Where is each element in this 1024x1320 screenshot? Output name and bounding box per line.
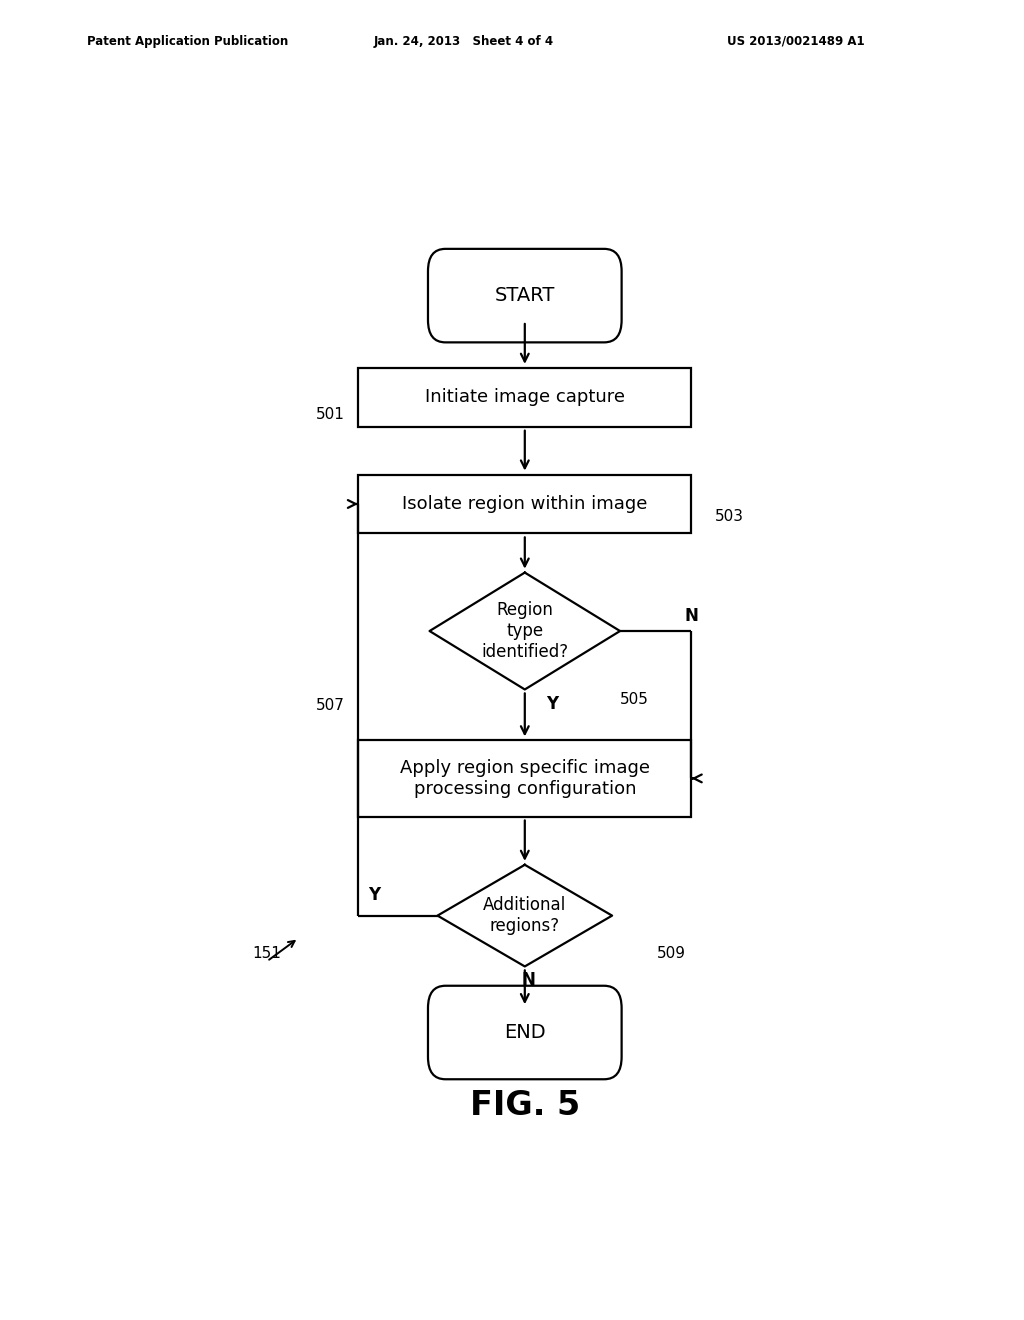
Text: Initiate image capture: Initiate image capture xyxy=(425,388,625,407)
Bar xyxy=(358,368,691,426)
Text: 151: 151 xyxy=(253,945,282,961)
Text: 509: 509 xyxy=(657,945,686,961)
Text: Apply region specific image
processing configuration: Apply region specific image processing c… xyxy=(399,759,650,797)
Text: FIG. 5: FIG. 5 xyxy=(470,1089,580,1122)
Text: N: N xyxy=(522,970,536,989)
Text: START: START xyxy=(495,286,555,305)
Text: Jan. 24, 2013   Sheet 4 of 4: Jan. 24, 2013 Sheet 4 of 4 xyxy=(374,34,554,48)
Polygon shape xyxy=(430,573,620,689)
Bar xyxy=(358,741,691,817)
Text: 505: 505 xyxy=(620,692,649,706)
Text: 501: 501 xyxy=(316,407,345,422)
Polygon shape xyxy=(437,865,612,966)
Bar xyxy=(358,474,691,533)
Text: Additional
regions?: Additional regions? xyxy=(483,896,566,935)
Text: N: N xyxy=(684,607,698,624)
Text: Isolate region within image: Isolate region within image xyxy=(402,495,647,513)
Text: 503: 503 xyxy=(715,508,744,524)
Text: Region
type
identified?: Region type identified? xyxy=(481,601,568,661)
Text: Patent Application Publication: Patent Application Publication xyxy=(87,34,289,48)
Text: Y: Y xyxy=(368,886,380,904)
Text: END: END xyxy=(504,1023,546,1041)
Text: US 2013/0021489 A1: US 2013/0021489 A1 xyxy=(727,34,864,48)
FancyBboxPatch shape xyxy=(428,986,622,1080)
Text: Y: Y xyxy=(547,696,559,713)
Text: 507: 507 xyxy=(316,698,345,713)
FancyBboxPatch shape xyxy=(428,249,622,342)
